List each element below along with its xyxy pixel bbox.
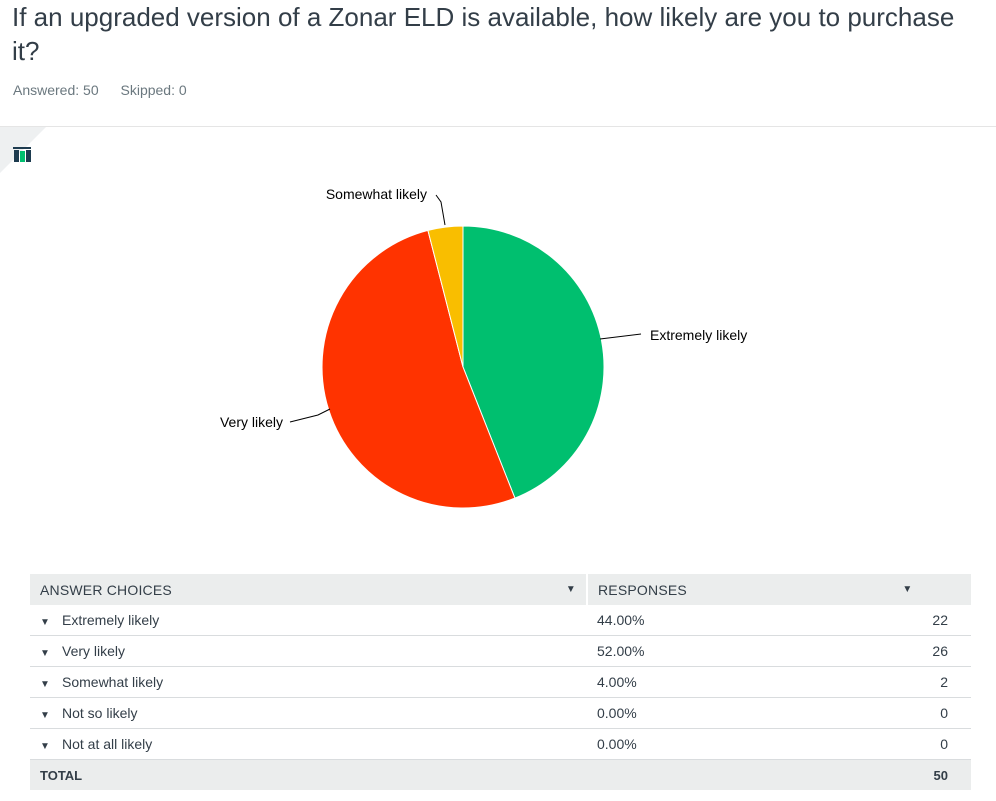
- answer-choice-label: Very likely: [62, 643, 126, 659]
- answer-choice-label: Extremely likely: [62, 612, 160, 628]
- response-count: 22: [922, 605, 971, 636]
- response-stats: Answered: 50 Skipped: 0: [13, 82, 205, 98]
- leader-line: [599, 333, 642, 340]
- question-title: If an upgraded version of a Zonar ELD is…: [12, 2, 955, 66]
- chart-corner-tab: [0, 127, 46, 173]
- header-count: [922, 574, 971, 605]
- response-percent: 4.00%: [587, 666, 923, 698]
- table-row: ▼ Not at all likely 0.00% 0: [30, 728, 971, 760]
- answer-choice-label: Not at all likely: [62, 736, 153, 752]
- answer-choice: ▼ Not at all likely: [30, 728, 587, 760]
- results-table: ANSWER CHOICES ▼ RESPONSES ▼ ▼ Extremely …: [30, 574, 971, 790]
- total-count: 50: [922, 759, 971, 790]
- header-responses[interactable]: RESPONSES ▼: [587, 574, 923, 605]
- sort-caret-icon[interactable]: ▼: [902, 583, 913, 595]
- table-header-row: ANSWER CHOICES ▼ RESPONSES ▼: [30, 574, 971, 605]
- leader-line: [289, 408, 331, 423]
- expand-caret-icon[interactable]: ▼: [40, 679, 50, 690]
- table-row: ▼ Very likely 52.00% 26: [30, 635, 971, 667]
- slice-label: Very likely: [220, 414, 283, 430]
- answer-choice: ▼ Somewhat likely: [30, 666, 587, 698]
- leader-line: [435, 194, 446, 226]
- response-percent: 44.00%: [587, 605, 923, 636]
- expand-caret-icon[interactable]: ▼: [40, 648, 50, 659]
- expand-caret-icon[interactable]: ▼: [40, 617, 50, 628]
- table-row: ▼ Not so likely 0.00% 0: [30, 697, 971, 729]
- pie-chart: Extremely likely Very likely Somewhat like…: [220, 186, 747, 509]
- divider: [0, 126, 996, 127]
- answer-choice-label: Not so likely: [62, 705, 138, 721]
- table-row: ▼ Extremely likely 44.00% 22: [30, 605, 971, 636]
- expand-caret-icon[interactable]: ▼: [40, 710, 50, 721]
- bar-chart-icon[interactable]: [12, 145, 32, 163]
- total-spacer: [587, 759, 923, 790]
- expand-caret-icon[interactable]: ▼: [40, 741, 50, 752]
- total-label: TOTAL: [30, 759, 587, 790]
- slice-label: Somewhat likely: [326, 186, 427, 202]
- skipped-count: Skipped: 0: [120, 82, 187, 98]
- slice-label: Extremely likely: [650, 327, 747, 343]
- answered-count: Answered: 50: [13, 82, 99, 98]
- pie-slice-extremely-likely[interactable]: [462, 225, 605, 499]
- answer-choice: ▼ Not so likely: [30, 697, 587, 729]
- response-count: 26: [922, 635, 971, 667]
- answer-choice: ▼ Extremely likely: [30, 605, 587, 636]
- response-count: 0: [922, 697, 971, 729]
- sort-caret-icon[interactable]: ▼: [565, 583, 576, 595]
- response-percent: 0.00%: [587, 728, 923, 760]
- total-row: TOTAL 50: [30, 759, 971, 790]
- response-count: 0: [922, 728, 971, 760]
- table-row: ▼ Somewhat likely 4.00% 2: [30, 666, 971, 698]
- response-percent: 0.00%: [587, 697, 923, 729]
- response-percent: 52.00%: [587, 635, 923, 667]
- pie-slice-somewhat-likely[interactable]: [427, 225, 464, 368]
- pie-slice-very-likely[interactable]: [321, 229, 516, 509]
- answer-choice: ▼ Very likely: [30, 635, 587, 667]
- response-count: 2: [922, 666, 971, 698]
- answer-choice-label: Somewhat likely: [62, 674, 164, 690]
- header-answer-choices[interactable]: ANSWER CHOICES ▼: [30, 574, 588, 605]
